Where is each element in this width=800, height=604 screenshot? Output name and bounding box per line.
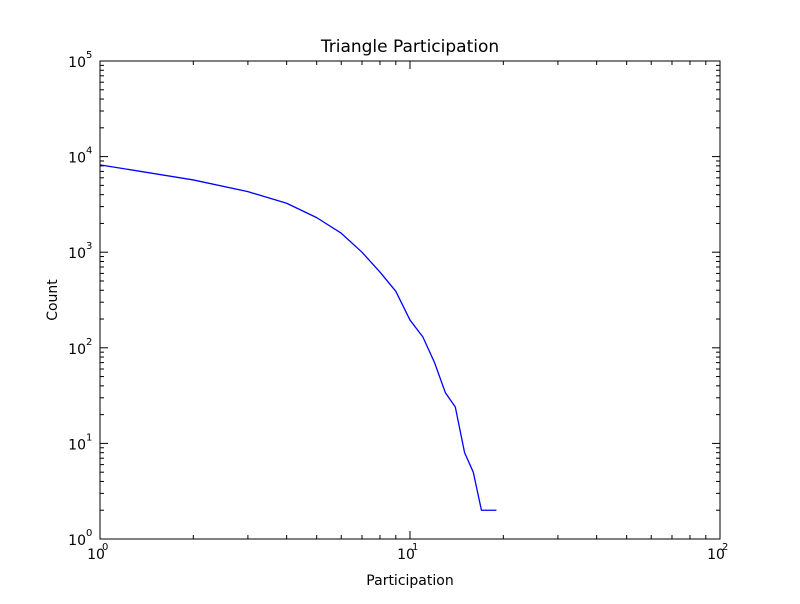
y-tick-label-3-exponent: 3: [86, 241, 92, 252]
y-tick-label-3: 10 3: [68, 241, 92, 262]
chart-title: Triangle Participation: [320, 37, 499, 57]
y-axis-label: Count: [45, 279, 61, 321]
y-tick-label-1-exponent: 1: [86, 432, 92, 443]
y-tick-label-2-exponent: 2: [86, 337, 92, 348]
x-tick-label-0-exponent: 0: [102, 542, 108, 553]
x-tick-label-0: 100: [87, 542, 108, 563]
y-tick-label-3-base: 10: [68, 246, 86, 262]
y-tick-label-4-exponent: 4: [86, 146, 92, 157]
x-axis-label: Participation: [366, 573, 453, 589]
y-tick-label-5-exponent: 5: [86, 50, 92, 61]
y-tick-label-2-base: 10: [68, 342, 86, 358]
x-tick-label-0-base: 10: [87, 547, 105, 563]
y-tick-label-4: 10 4: [68, 146, 92, 167]
plot-frame: [99, 60, 721, 540]
x-tick-label-2-exponent: 2: [722, 542, 728, 553]
y-tick-label-5: 10 5: [68, 50, 92, 71]
x-tick-label-2-base: 10: [707, 547, 725, 563]
series-line-0: [99, 164, 497, 511]
x-tick-label-1-base: 10: [397, 547, 415, 563]
y-tick-label-2: 10 2: [68, 337, 92, 358]
x-tick-label-2: 102: [707, 542, 728, 563]
y-tick-label-4-base: 10: [68, 151, 86, 167]
x-tick-label-1-exponent: 1: [412, 542, 418, 553]
series-layer: [99, 164, 497, 511]
y-tick-label-0: 10 0: [68, 528, 92, 549]
y-tick-label-0-base: 10: [68, 533, 86, 549]
y-tick-label-1-base: 10: [68, 437, 86, 453]
y-tick-label-0-exponent: 0: [86, 528, 92, 539]
x-tick-label-1: 101: [397, 542, 418, 563]
y-tick-label-1: 10 1: [68, 432, 92, 453]
y-tick-label-5-base: 10: [68, 55, 86, 71]
